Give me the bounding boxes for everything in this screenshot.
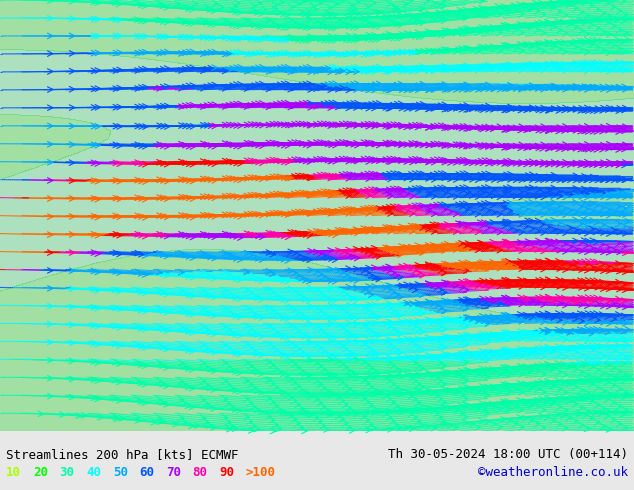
Text: 70: 70 <box>166 466 181 479</box>
Text: 50: 50 <box>113 466 128 479</box>
Text: Th 30-05-2024 18:00 UTC (00+114): Th 30-05-2024 18:00 UTC (00+114) <box>387 448 628 461</box>
Text: 20: 20 <box>33 466 48 479</box>
Text: 90: 90 <box>219 466 235 479</box>
Text: >100: >100 <box>246 466 276 479</box>
Text: ©weatheronline.co.uk: ©weatheronline.co.uk <box>477 466 628 479</box>
Text: 30: 30 <box>60 466 75 479</box>
Text: Streamlines 200 hPa [kts] ECMWF: Streamlines 200 hPa [kts] ECMWF <box>6 448 239 461</box>
Text: 80: 80 <box>193 466 208 479</box>
Text: 60: 60 <box>139 466 155 479</box>
Text: 10: 10 <box>6 466 22 479</box>
Text: 40: 40 <box>86 466 101 479</box>
